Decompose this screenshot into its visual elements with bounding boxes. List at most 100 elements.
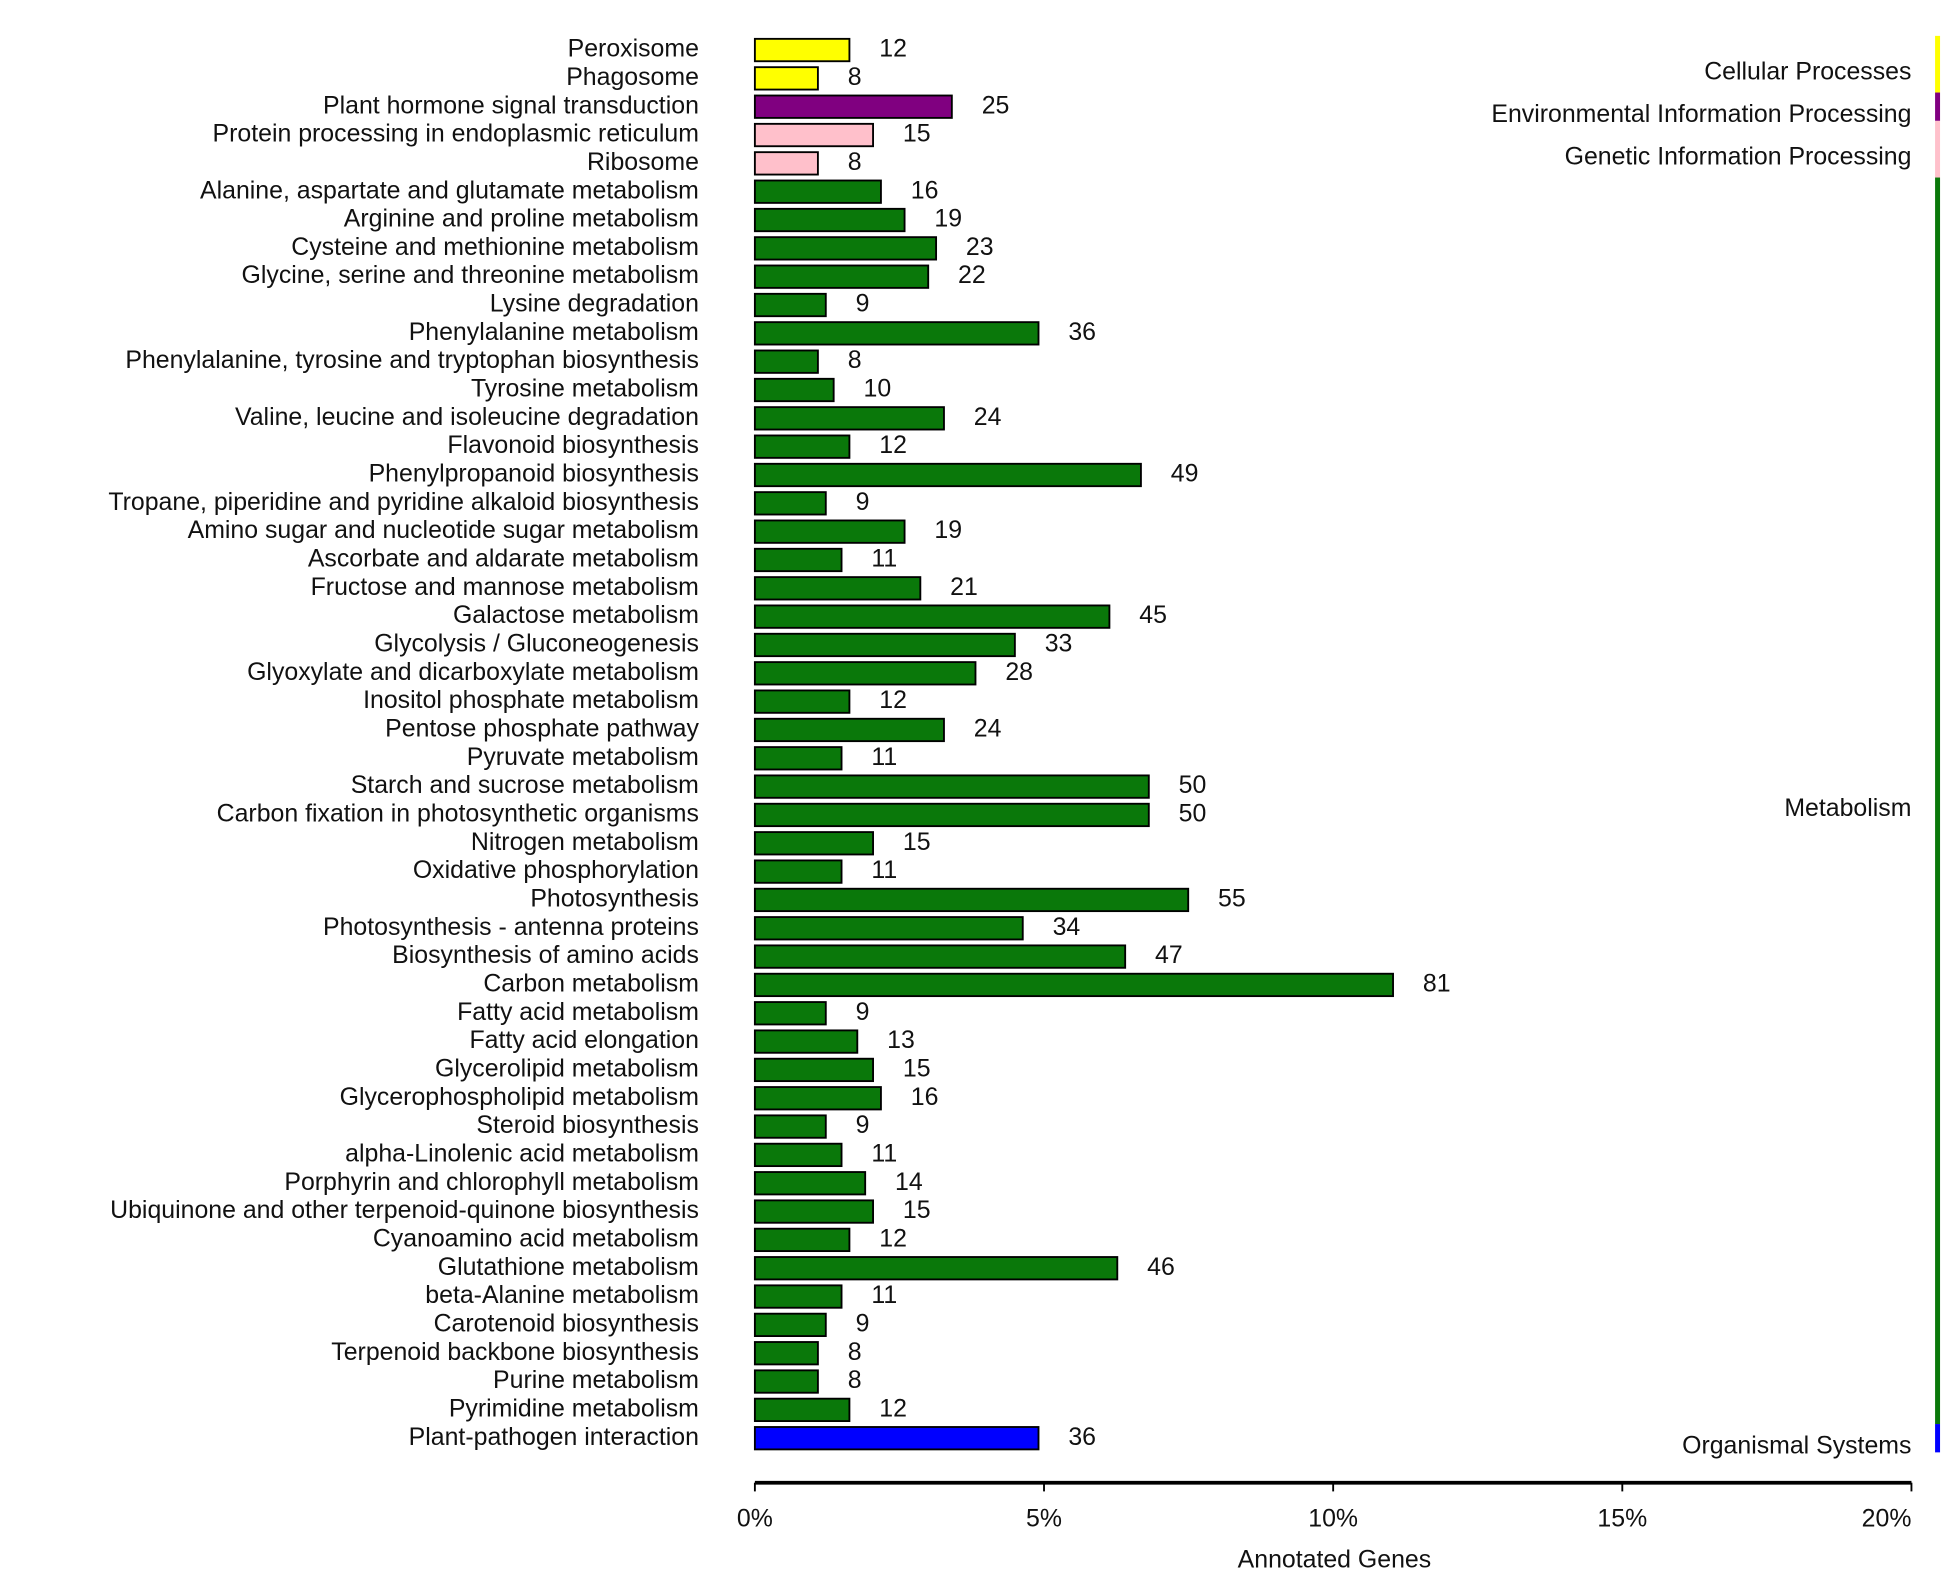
bar [753, 689, 851, 714]
value-label: 12 [879, 431, 907, 459]
value-label: 34 [1053, 913, 1081, 941]
bar [753, 37, 851, 63]
value-label: 8 [848, 63, 862, 91]
bar [753, 1199, 874, 1224]
value-label: 19 [934, 205, 962, 233]
category-label: Glycine, serine and threonine metabolism [242, 261, 699, 289]
bar [753, 66, 819, 91]
bar [753, 1114, 827, 1139]
bar [753, 94, 953, 119]
bar [753, 1256, 1119, 1281]
category-label: Tropane, piperidine and pyridine alkaloi… [108, 488, 699, 516]
bar [753, 717, 945, 743]
category-label: Steroid biosynthesis [476, 1111, 698, 1139]
category-label: Fatty acid metabolism [457, 998, 699, 1026]
value-label: 11 [871, 743, 897, 771]
bar [753, 434, 851, 459]
bar [753, 349, 819, 374]
category-label: Nitrogen metabolism [471, 828, 699, 856]
category-label: Purine metabolism [493, 1366, 699, 1394]
bar [753, 1057, 874, 1083]
value-label: 11 [871, 1139, 897, 1167]
value-label: 81 [1423, 969, 1451, 997]
category-label: alpha-Linolenic acid metabolism [345, 1139, 699, 1167]
bar [753, 887, 1190, 913]
value-label: 12 [879, 1224, 907, 1252]
value-label: 15 [903, 120, 931, 148]
value-label: 28 [1005, 658, 1033, 686]
value-label: 8 [848, 1366, 862, 1394]
bar [753, 1029, 859, 1054]
value-label: 21 [950, 573, 978, 601]
value-label: 46 [1147, 1253, 1175, 1281]
category-label: Pyruvate metabolism [467, 743, 699, 771]
bar [753, 972, 1394, 998]
value-label: 25 [982, 91, 1010, 119]
bar [753, 1341, 819, 1366]
value-label: 45 [1139, 601, 1167, 629]
value-label: 9 [856, 1309, 870, 1337]
bar [753, 491, 827, 516]
value-label: 19 [934, 516, 962, 544]
bar [753, 576, 922, 601]
category-label: Phenylalanine, tyrosine and tryptophan b… [125, 346, 699, 374]
category-label: Terpenoid backbone biosynthesis [331, 1338, 699, 1366]
group-bar [1935, 1424, 1941, 1453]
bar [753, 264, 930, 289]
bar [753, 1171, 867, 1196]
category-label: Plant-pathogen interaction [409, 1423, 699, 1451]
category-label: Glyoxylate and dicarboxylate metabolism [247, 658, 699, 686]
value-label: 36 [1068, 318, 1096, 346]
bar [753, 462, 1142, 488]
bar [753, 377, 835, 403]
bar [753, 1227, 851, 1253]
category-label: Flavonoid biosynthesis [447, 431, 699, 459]
category-label: Inositol phosphate metabolism [363, 686, 699, 714]
category-label: Pyrimidine metabolism [449, 1394, 699, 1422]
category-label: Arginine and proline metabolism [344, 205, 699, 233]
category-label: Oxidative phosphorylation [413, 856, 699, 884]
bar [753, 321, 1040, 346]
bar [753, 519, 906, 544]
value-label: 15 [903, 828, 931, 856]
bar [753, 632, 1016, 658]
value-label: 33 [1045, 630, 1073, 658]
category-label: Cyanoamino acid metabolism [373, 1224, 699, 1252]
bar [753, 1312, 827, 1338]
category-label: Ubiquinone and other terpenoid-quinone b… [110, 1196, 699, 1224]
group-bar [1935, 177, 1941, 1425]
value-label: 11 [871, 545, 897, 573]
bar [753, 179, 882, 204]
bar [753, 604, 1111, 629]
group-bar [1935, 120, 1941, 178]
bar [753, 1426, 1040, 1451]
category-label: Ribosome [587, 148, 699, 176]
value-label: 13 [887, 1026, 915, 1054]
bar [753, 1284, 843, 1309]
category-label: beta-Alanine metabolism [425, 1281, 699, 1309]
bar [753, 802, 1150, 828]
category-label: Plant hormone signal transduction [323, 91, 699, 119]
category-label: Fatty acid elongation [470, 1026, 699, 1054]
value-label: 10 [864, 375, 892, 403]
value-label: 55 [1218, 884, 1246, 912]
value-label: 15 [903, 1054, 931, 1082]
category-label: Glutathione metabolism [438, 1253, 699, 1281]
value-label: 9 [856, 290, 870, 318]
value-label: 11 [871, 856, 897, 884]
category-label: Ascorbate and aldarate metabolism [308, 545, 699, 573]
value-label: 12 [879, 686, 907, 714]
category-label: Phenylalanine metabolism [409, 318, 699, 346]
bar [753, 774, 1150, 799]
category-label: Glycolysis / Gluconeogenesis [374, 630, 699, 658]
value-label: 8 [848, 1338, 862, 1366]
bar [753, 661, 977, 686]
value-label: 22 [958, 261, 986, 289]
bar [753, 1397, 851, 1422]
group-label: Metabolism [1784, 794, 1911, 822]
category-label: Photosynthesis - antenna proteins [323, 913, 699, 941]
value-label: 50 [1179, 800, 1207, 828]
category-label: Phenylpropanoid biosynthesis [369, 460, 699, 488]
bar [753, 151, 819, 176]
